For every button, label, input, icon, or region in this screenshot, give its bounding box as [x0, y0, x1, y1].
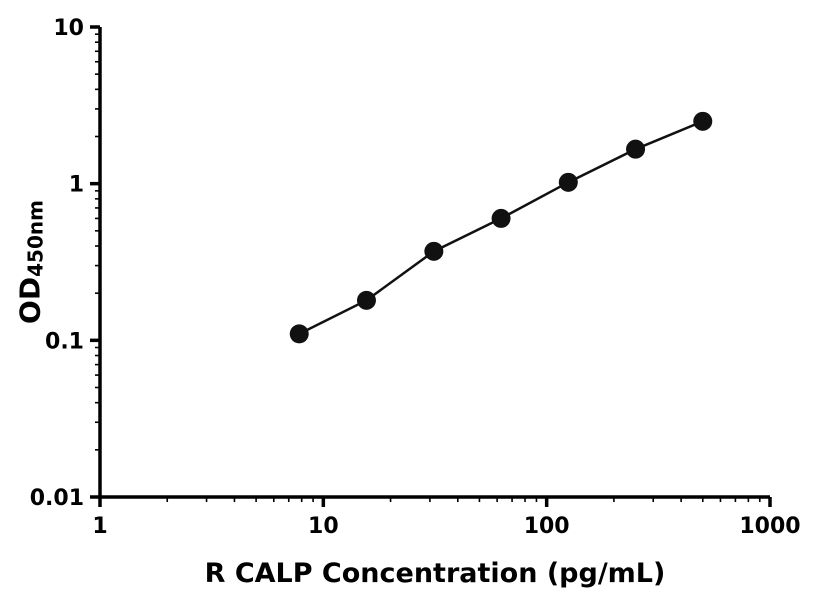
data-point — [558, 172, 578, 192]
data-point — [424, 241, 444, 261]
y-tick-label: 0.1 — [45, 329, 84, 354]
y-axis-title-main: OD — [13, 276, 47, 324]
x-tick-label: 1000 — [739, 514, 800, 539]
data-point — [289, 324, 309, 344]
y-tick-label: 0.01 — [30, 486, 84, 511]
data-point — [356, 290, 376, 310]
x-tick-label: 1 — [92, 514, 107, 539]
y-axis-title-subscript: 450nm — [23, 200, 48, 277]
x-tick-label: 100 — [524, 514, 570, 539]
y-axis-title: OD450nm — [13, 200, 48, 324]
y-tick-label: 1 — [69, 173, 84, 198]
x-tick-label: 10 — [308, 514, 339, 539]
data-point — [491, 208, 511, 228]
x-axis-title: R CALP Concentration (pg/mL) — [204, 558, 666, 589]
data-point — [626, 139, 646, 159]
y-tick-label: 10 — [53, 16, 84, 41]
data-point — [693, 111, 713, 131]
